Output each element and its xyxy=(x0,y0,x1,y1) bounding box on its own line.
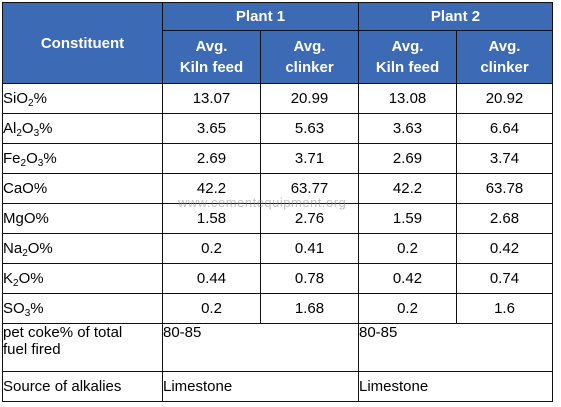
plant1-kiln-feed-value: 42.2 xyxy=(162,173,261,204)
alkalies-label: Source of alkalies xyxy=(2,371,163,402)
plant1-clinker-value: 20.99 xyxy=(260,83,359,114)
plant2-clinker-value: 0.42 xyxy=(456,233,553,264)
plant2-kiln-feed-value: 0.2 xyxy=(358,233,457,264)
plant2-alkalies-value: Limestone xyxy=(358,371,553,402)
plant2-clinker-value: 63.78 xyxy=(456,173,553,204)
plant2-clinker-value: 0.74 xyxy=(456,263,553,294)
constituent-name: Al2O3% xyxy=(2,113,163,144)
plant1-clinker-value: 1.68 xyxy=(260,293,359,324)
plant2-clinker-value: 1.6 xyxy=(456,293,553,324)
plant1-clinker-value: 0.78 xyxy=(260,263,359,294)
plant2-clinker-value: 3.74 xyxy=(456,143,553,174)
plant1-kiln-feed-value: 3.65 xyxy=(162,113,261,144)
plant1-alkalies-value: Limestone xyxy=(162,371,359,402)
table-row: SiO2% 13.07 20.99 13.08 20.92 xyxy=(2,83,553,114)
alkalies-row: Source of alkalies Limestone Limestone xyxy=(2,371,553,402)
plant1-clinker-header: Avg. clinker xyxy=(260,30,359,84)
table-row: SO3% 0.2 1.68 0.2 1.6 xyxy=(2,293,553,324)
plant1-clinker-value: 63.77 xyxy=(260,173,359,204)
plant1-kiln-feed-value: 0.2 xyxy=(162,293,261,324)
header-row-plants: Constituent Plant 1 Plant 2 xyxy=(2,2,553,84)
table-row: Al2O3% 3.65 5.63 3.63 6.64 xyxy=(2,113,553,144)
plant2-clinker-value: 6.64 xyxy=(456,113,553,144)
plant1-clinker-value: 0.41 xyxy=(260,233,359,264)
plant1-clinker-value: 2.76 xyxy=(260,203,359,234)
plant2-header: Plant 2 xyxy=(358,2,553,31)
plant2-kiln-feed-value: 42.2 xyxy=(358,173,457,204)
plant1-header: Plant 1 xyxy=(162,2,359,31)
plant1-clinker-value: 3.71 xyxy=(260,143,359,174)
plant2-clinker-value: 2.68 xyxy=(456,203,553,234)
plant2-pet-coke-value: 80-85 xyxy=(358,323,553,372)
header-row-subcolumns: Avg. Kiln feed Avg. clinker Avg. Kiln feed … xyxy=(3,30,553,84)
table-row: MgO% 1.58 2.76 1.59 2.68 xyxy=(2,203,553,234)
constituent-name: SiO2% xyxy=(2,83,163,114)
plant1-kiln-feed-value: 0.2 xyxy=(162,233,261,264)
table-row: K2O% 0.44 0.78 0.42 0.74 xyxy=(2,263,553,294)
constituent-name: MgO% xyxy=(2,203,163,234)
table-row: Fe2O3% 2.69 3.71 2.69 3.74 xyxy=(2,143,553,174)
plant1-pet-coke-value: 80-85 xyxy=(162,323,359,372)
plant1-kiln-feed-header: Avg. Kiln feed xyxy=(162,30,261,84)
plant2-kiln-feed-value: 13.08 xyxy=(358,83,457,114)
constituent-name: Na2O% xyxy=(2,233,163,264)
plant2-clinker-header: Avg. clinker xyxy=(456,30,553,84)
table-row: CaO% 42.2 63.77 42.2 63.78 xyxy=(2,173,553,204)
table-row: Na2O% 0.2 0.41 0.2 0.42 xyxy=(2,233,553,264)
constituent-name: CaO% xyxy=(2,173,163,204)
constituent-name: Fe2O3% xyxy=(2,143,163,174)
constituent-name: SO3% xyxy=(2,293,163,324)
pet-coke-row: pet coke% of total fuel fired 80-85 80-85 xyxy=(2,323,553,372)
plant1-clinker-value: 5.63 xyxy=(260,113,359,144)
plant2-kiln-feed-header: Avg. Kiln feed xyxy=(358,30,457,84)
plant1-kiln-feed-value: 2.69 xyxy=(162,143,261,174)
constituents-table: Constituent Plant 1 Plant 2 Avg. Kiln fee… xyxy=(2,2,553,402)
constituent-header: Constituent xyxy=(2,2,163,84)
plant2-kiln-feed-value: 3.63 xyxy=(358,113,457,144)
plant1-kiln-feed-value: 1.58 xyxy=(162,203,261,234)
plant2-kiln-feed-value: 2.69 xyxy=(358,143,457,174)
constituent-name: K2O% xyxy=(2,263,163,294)
plant1-kiln-feed-value: 13.07 xyxy=(162,83,261,114)
pet-coke-label: pet coke% of total fuel fired xyxy=(2,323,163,372)
plant2-clinker-value: 20.92 xyxy=(456,83,553,114)
plant2-kiln-feed-value: 0.2 xyxy=(358,293,457,324)
plant2-kiln-feed-value: 1.59 xyxy=(358,203,457,234)
plant1-kiln-feed-value: 0.44 xyxy=(162,263,261,294)
plant2-kiln-feed-value: 0.42 xyxy=(358,263,457,294)
